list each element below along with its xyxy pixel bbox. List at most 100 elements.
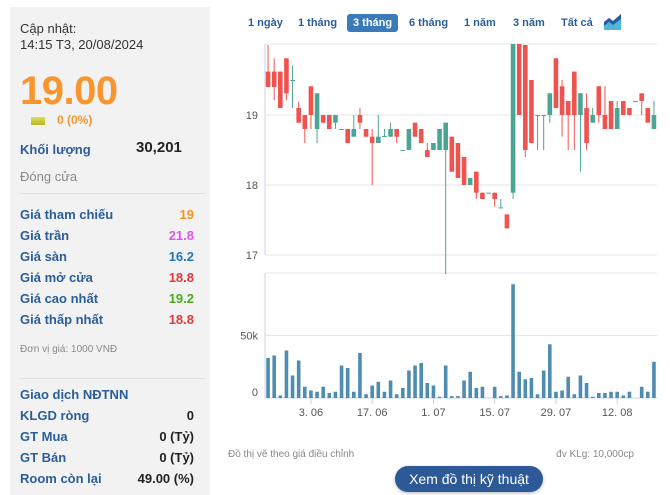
volume-bar [388, 380, 393, 398]
volume-bar [345, 368, 350, 398]
candle-body [621, 101, 626, 115]
candle [547, 93, 553, 123]
x-tick-label: 12. 08 [602, 407, 633, 419]
range-tab[interactable]: 3 tháng [347, 14, 399, 32]
candle [400, 150, 406, 151]
candle [633, 101, 638, 102]
volume-bar [394, 394, 399, 398]
candle [394, 129, 399, 143]
volume-bar [419, 363, 423, 398]
view-technical-chart-button[interactable]: Xem đồ thị kỹ thuật [395, 466, 543, 492]
candle-body [602, 115, 608, 129]
candle-body [492, 192, 497, 199]
candle-body [559, 86, 565, 115]
price-label: Giá mở cửa [20, 270, 93, 285]
volume-bar [615, 391, 619, 398]
volume-bar [597, 393, 601, 398]
price-value: 19 [179, 207, 194, 222]
range-tab[interactable]: 1 năm [464, 17, 496, 29]
candle [461, 157, 467, 185]
candle [516, 44, 522, 115]
volume-bar [627, 391, 632, 398]
volume-bar [535, 394, 540, 398]
candle [296, 101, 301, 123]
candle [486, 192, 491, 194]
area-chart-icon[interactable] [604, 13, 621, 30]
candle-body [388, 129, 393, 137]
candle [535, 115, 540, 150]
candle-body [614, 108, 620, 129]
candle [474, 171, 479, 199]
candle [541, 115, 546, 150]
volume-bar [529, 378, 534, 398]
candle-body [333, 115, 338, 123]
volume-bar [443, 365, 448, 398]
volume-bar [284, 350, 289, 398]
price-tick-label: 19 [246, 110, 258, 122]
candle-body [516, 44, 522, 115]
range-tab[interactable]: 1 tháng [298, 17, 338, 29]
volume-bar [548, 344, 552, 398]
range-tab[interactable]: Tất cả [561, 17, 593, 29]
candle-body [284, 58, 289, 94]
candle-body [480, 192, 485, 199]
price-change: 0 (0%) [57, 113, 93, 127]
candle [449, 136, 455, 172]
unchanged-icon [31, 117, 45, 125]
volume-bar [278, 395, 283, 398]
candle-body [639, 93, 644, 101]
candle-body [418, 129, 424, 143]
price-value: 16.2 [168, 249, 194, 264]
volume-bar [462, 380, 466, 398]
candle-body [467, 178, 473, 185]
candle-body [529, 80, 534, 143]
volume-value: 30,201 [136, 139, 182, 156]
volume-bar [609, 391, 613, 398]
volume-bar [511, 284, 515, 398]
volume-tick-label: 50k [240, 331, 258, 343]
volume-bar [560, 390, 564, 398]
candle [614, 101, 620, 129]
candle [559, 80, 565, 137]
candle [327, 115, 332, 129]
volume-bar [499, 396, 503, 398]
volume-bar [468, 371, 472, 398]
candle [357, 108, 363, 129]
candle [645, 108, 651, 123]
candle [578, 93, 583, 172]
candle-body [265, 71, 271, 87]
candle-body [443, 122, 448, 150]
candle-body [461, 157, 467, 185]
candle [308, 86, 314, 129]
volume-bar [590, 396, 595, 398]
volume-bar [339, 365, 344, 398]
volume-bar [364, 394, 368, 398]
updated-time: 14:15 T3, 20/08/2024 [20, 37, 144, 52]
candle [467, 178, 473, 185]
volume-bar [554, 391, 558, 398]
candle-body [596, 86, 602, 115]
candle-body [584, 108, 589, 143]
range-tab[interactable]: 6 tháng [409, 17, 449, 29]
foreign-label: GT Bán [20, 450, 67, 465]
range-tab[interactable]: 3 năm [513, 17, 545, 29]
x-tick-label: 29. 07 [541, 407, 572, 419]
volume-bar [303, 386, 307, 398]
candle [314, 93, 320, 143]
volume-bar [401, 388, 405, 398]
price-volume-chart: 17 18 19 0 50k 3. 06 17. 06 1. 07 15. 07 29. 07 12… [240, 43, 657, 419]
volume-bar [639, 386, 644, 398]
quote-summary-panel: Cập nhật: 14:15 T3, 20/08/2024 19.00 0 (… [10, 7, 210, 495]
candle [382, 129, 387, 137]
volume-label: Khối lượng [20, 142, 91, 157]
candle-body [320, 115, 326, 123]
candle-body [290, 80, 295, 81]
candle [302, 115, 308, 143]
candle [363, 129, 369, 137]
candle [437, 129, 442, 150]
volume-bar [584, 383, 589, 398]
candle-body [339, 129, 344, 130]
range-tab[interactable]: 1 ngày [248, 17, 283, 29]
candle-body [345, 129, 350, 143]
candle [584, 93, 589, 150]
